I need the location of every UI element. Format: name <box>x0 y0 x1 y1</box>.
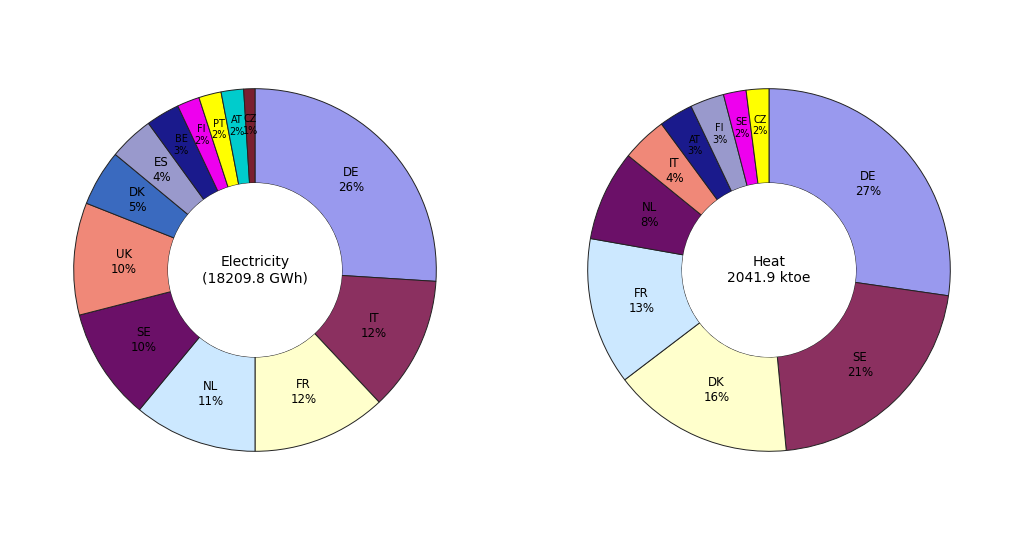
Wedge shape <box>591 156 701 255</box>
Text: DK
16%: DK 16% <box>703 376 729 404</box>
Text: PT
2%: PT 2% <box>211 119 226 140</box>
Text: AT
2%: AT 2% <box>229 116 245 137</box>
Wedge shape <box>691 94 748 191</box>
Wedge shape <box>80 292 200 410</box>
Text: Electricity
(18209.8 GWh): Electricity (18209.8 GWh) <box>202 255 308 285</box>
Circle shape <box>682 183 856 357</box>
Text: DE
27%: DE 27% <box>855 170 882 198</box>
Wedge shape <box>74 203 174 315</box>
Wedge shape <box>139 337 255 451</box>
Text: SE
21%: SE 21% <box>847 351 872 379</box>
Wedge shape <box>769 89 950 296</box>
Wedge shape <box>724 90 758 186</box>
Wedge shape <box>255 89 436 281</box>
Wedge shape <box>86 154 188 238</box>
Wedge shape <box>314 275 436 402</box>
Wedge shape <box>662 106 731 200</box>
Wedge shape <box>625 323 786 451</box>
Wedge shape <box>588 239 699 380</box>
Wedge shape <box>116 123 204 214</box>
Wedge shape <box>255 333 379 451</box>
Text: ES
4%: ES 4% <box>152 156 171 184</box>
Text: BE
3%: BE 3% <box>174 134 188 156</box>
Text: IT
4%: IT 4% <box>666 157 684 185</box>
Text: FI
2%: FI 2% <box>194 125 209 146</box>
Wedge shape <box>746 89 769 184</box>
Text: NL
8%: NL 8% <box>640 201 658 229</box>
Wedge shape <box>199 92 239 187</box>
Text: DK
5%: DK 5% <box>128 186 146 214</box>
Text: DE
26%: DE 26% <box>338 166 364 194</box>
Wedge shape <box>244 89 255 183</box>
Text: SE
10%: SE 10% <box>131 327 157 354</box>
Wedge shape <box>777 282 948 450</box>
Text: CZ
2%: CZ 2% <box>752 114 768 136</box>
Wedge shape <box>629 124 718 215</box>
Text: NL
11%: NL 11% <box>198 380 223 408</box>
Circle shape <box>168 183 342 357</box>
Text: IT
12%: IT 12% <box>360 312 387 340</box>
Wedge shape <box>148 106 218 200</box>
Text: CZ
1%: CZ 1% <box>243 114 258 136</box>
Text: FR
13%: FR 13% <box>628 287 654 315</box>
Text: UK
10%: UK 10% <box>111 248 137 276</box>
Text: FI
3%: FI 3% <box>712 123 727 145</box>
Text: FR
12%: FR 12% <box>291 378 316 406</box>
Text: AT
3%: AT 3% <box>687 135 702 157</box>
Text: Heat
2041.9 ktoe: Heat 2041.9 ktoe <box>727 255 811 285</box>
Text: SE
2%: SE 2% <box>734 117 750 139</box>
Wedge shape <box>178 98 228 191</box>
Wedge shape <box>221 89 250 185</box>
